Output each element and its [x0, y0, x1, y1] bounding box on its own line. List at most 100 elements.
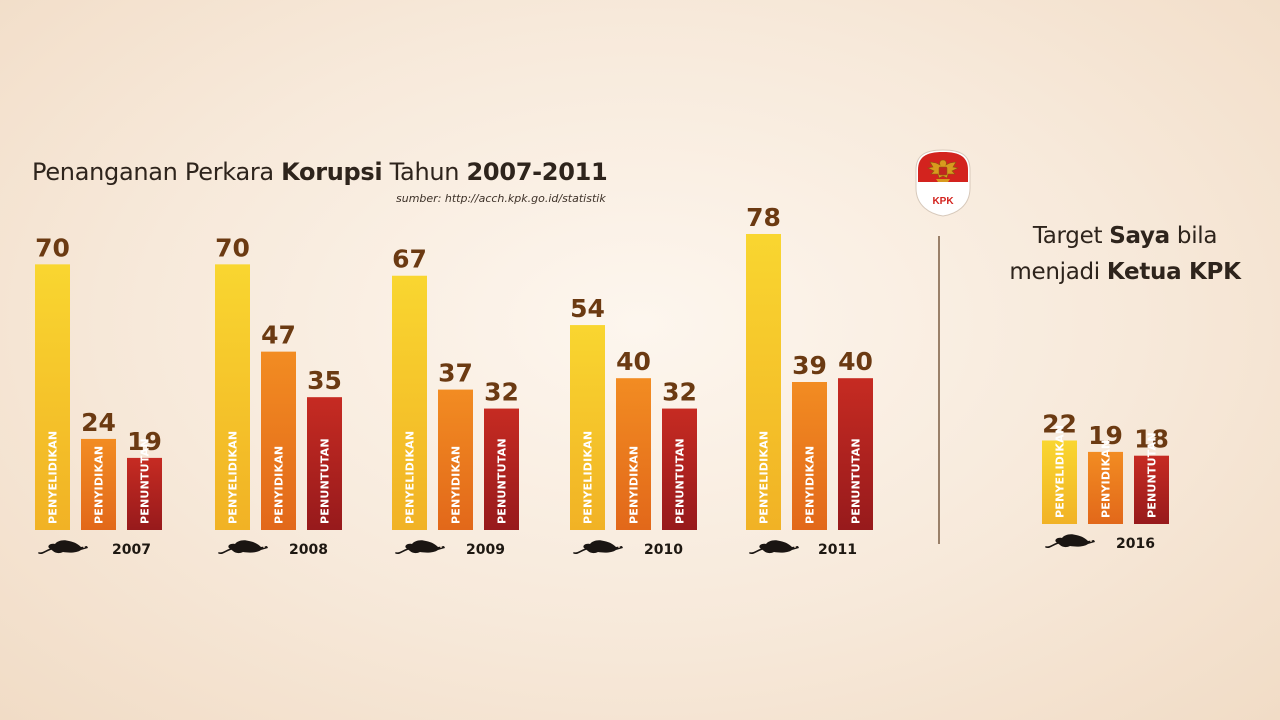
rat-icon-2007 [38, 540, 88, 554]
bar-penuntutan-2009 [484, 408, 519, 530]
rat-icon-2008 [218, 540, 268, 554]
rat-icon-2011 [749, 540, 799, 554]
bar-penuntutan-2007 [127, 457, 162, 530]
bar-label-penyelidikan-2011: PENYELIDIKAN [758, 431, 771, 524]
bar-value-penyidikan-2007: 24 [81, 408, 116, 437]
logo-text: KPK [932, 196, 954, 207]
year-label-2007: 2007 [112, 542, 151, 558]
bar-value-penyelidikan-2008: 70 [215, 233, 250, 262]
bar-penyidikan-2011 [792, 381, 827, 530]
bar-label-penyidikan-2007: PENYIDIKAN [93, 446, 106, 524]
bar-value-penuntutan-2007: 19 [127, 427, 162, 456]
bar-value-penyidikan-2009: 37 [438, 359, 473, 388]
bar-label-penuntutan-2009: PENUNTUTAN [496, 438, 509, 524]
bar-value-penyidikan-2008: 47 [261, 321, 296, 350]
bar-value-penyelidikan-2016: 22 [1042, 410, 1077, 439]
chart-title: Penanganan Perkara Korupsi Tahun 2007-20… [32, 158, 608, 186]
bar-penyidikan-2009 [438, 389, 473, 530]
bar-value-penyelidikan-2007: 70 [35, 233, 70, 262]
bar-penyidikan-2007 [81, 438, 116, 530]
bar-label-penuntutan-2010: PENUNTUTAN [674, 438, 687, 524]
year-label-2016: 2016 [1116, 536, 1155, 552]
bar-label-penyidikan-2008: PENYIDIKAN [273, 446, 286, 524]
rat-eye-shape [794, 546, 796, 548]
rat-body-shape [228, 540, 268, 554]
bar-penuntutan-2008 [307, 397, 342, 530]
bar-value-penuntutan-2010: 32 [662, 378, 697, 407]
title-part-1: Penanganan Perkara [32, 158, 282, 186]
target-line-1-a: Target [1032, 223, 1110, 249]
rat-body-shape [583, 540, 623, 554]
bar-value-penuntutan-2016: 18 [1134, 425, 1169, 454]
rat-body-shape [48, 540, 88, 554]
rat-icon-2016 [1045, 534, 1095, 548]
rat-tail-shape [38, 548, 52, 554]
rat-tail-shape [395, 548, 409, 554]
bar-value-penyidikan-2010: 40 [616, 347, 651, 376]
bar-value-penyelidikan-2011: 78 [746, 203, 781, 232]
rat-eye-shape [1090, 540, 1092, 542]
bar-value-penuntutan-2011: 40 [838, 347, 873, 376]
bar-value-penyidikan-2016: 19 [1088, 421, 1123, 450]
rat-tail-shape [749, 548, 763, 554]
bar-label-penyelidikan-2016: PENYELIDIKAN [1054, 425, 1067, 518]
bar-penyelidikan-2016 [1042, 440, 1077, 524]
bar-penyidikan-2010 [616, 378, 651, 530]
rat-eye-shape [263, 546, 265, 548]
year-label-2008: 2008 [289, 542, 328, 558]
target-line-2-a: menjadi [1009, 259, 1107, 285]
rat-body-shape [1055, 534, 1095, 548]
bar-group-2010: 54 PENYELIDIKAN 40 PENYIDIKAN 32 PENUNTUTAN 20… [570, 294, 697, 558]
bar-label-penyidikan-2016: PENYIDIKAN [1100, 440, 1113, 518]
bar-penyelidikan-2008 [215, 264, 250, 530]
rat-body-shape [405, 540, 445, 554]
bar-label-penuntutan-2016: PENUNTUTAN [1146, 432, 1159, 518]
target-line-1-b: bila [1169, 223, 1218, 249]
bar-penyelidikan-2009 [392, 275, 427, 530]
bar-group-2011: 78 PENYELIDIKAN 39 PENYIDIKAN 40 PENUNTUTAN 20… [746, 203, 873, 558]
title-bold-2: 2007-2011 [466, 158, 608, 186]
rat-tail-shape [573, 548, 587, 554]
rat-tail-shape [218, 548, 232, 554]
rat-icon-2009 [395, 540, 445, 554]
target-caption: Target Saya bila menjadi Ketua KPK [990, 218, 1260, 290]
bar-label-penuntutan-2011: PENUNTUTAN [850, 438, 863, 524]
bar-value-penyelidikan-2009: 67 [392, 245, 427, 274]
bar-penuntutan-2010 [662, 408, 697, 530]
bar-penyelidikan-2010 [570, 325, 605, 530]
target-line-1-bold: Saya [1109, 223, 1170, 249]
bar-penyidikan-2016 [1088, 451, 1123, 524]
bar-penyelidikan-2007 [35, 264, 70, 530]
rat-eye-shape [83, 546, 85, 548]
kpk-logo: KPK [915, 149, 971, 217]
target-line-2-bold: Ketua KPK [1106, 259, 1241, 285]
bar-penuntutan-2016 [1134, 455, 1169, 524]
bar-penyidikan-2008 [261, 351, 296, 530]
target-line-2: menjadi Ketua KPK [990, 254, 1260, 290]
bar-label-penyidikan-2009: PENYIDIKAN [450, 446, 463, 524]
garuda-emblem-icon [927, 159, 959, 182]
rat-body-shape [759, 540, 799, 554]
bar-value-penyidikan-2011: 39 [792, 351, 827, 380]
bar-label-penyelidikan-2010: PENYELIDIKAN [582, 431, 595, 524]
bar-label-penuntutan-2008: PENUNTUTAN [319, 438, 332, 524]
title-bold-1: Korupsi [281, 158, 383, 186]
bar-label-penyelidikan-2009: PENYELIDIKAN [404, 431, 417, 524]
bar-penyelidikan-2011 [746, 233, 781, 531]
rat-eye-shape [440, 546, 442, 548]
bar-penuntutan-2011 [838, 378, 873, 530]
bar-label-penyidikan-2010: PENYIDIKAN [628, 446, 641, 524]
divider-line [938, 236, 940, 544]
target-line-1: Target Saya bila [990, 218, 1260, 254]
bar-value-penyelidikan-2010: 54 [570, 294, 605, 323]
year-label-2009: 2009 [466, 542, 505, 558]
bar-label-penuntutan-2007: PENUNTUTAN [139, 438, 152, 524]
bar-value-penuntutan-2009: 32 [484, 378, 519, 407]
rat-eye-shape [618, 546, 620, 548]
rat-tail-shape [1045, 542, 1059, 548]
year-label-2011: 2011 [818, 542, 857, 558]
bar-label-penyidikan-2011: PENYIDIKAN [804, 446, 817, 524]
